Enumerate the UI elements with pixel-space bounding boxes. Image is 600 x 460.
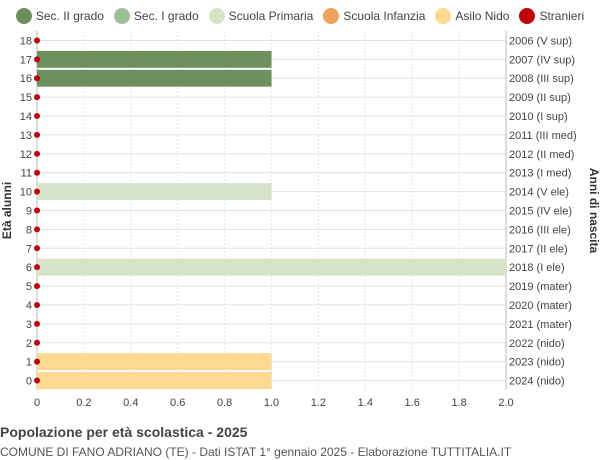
y-tick-label-age: 13 [20,130,32,142]
y-tick-label-age: 14 [20,111,32,123]
y-tick-label-age: 11 [21,168,32,180]
y-tick-label-age: 3 [26,319,32,331]
y-tick-label-age: 6 [26,262,32,274]
bar [37,258,506,276]
legend-swatch [519,8,536,24]
stranieri-point [34,339,40,346]
y-tick-label-birth: 2023 (nido) [509,357,565,369]
stranieri-point [34,37,40,44]
chart-title: Popolazione per età scolastica - 2025 [0,424,248,440]
stranieri-point [34,150,40,157]
stranieri-point [34,169,40,176]
y-tick-label-birth: 2016 (III ele) [509,224,571,236]
x-tick-label: 1.6 [405,397,420,409]
chart-subtitle: COMUNE DI FANO ADRIANO (TE) - Dati ISTAT… [0,445,512,459]
x-tick-label: 2.0 [498,397,513,409]
stranieri-point [34,226,40,233]
bar [37,372,272,389]
y-tick-label-age: 0 [26,376,32,388]
y-tick-label-age: 9 [26,206,32,218]
legend-label: Scuola Infanzia [343,9,426,23]
y-tick-label-age: 7 [26,243,32,255]
legend-item: Scuola Primaria [208,8,314,24]
legend-item: Scuola Infanzia [323,8,425,24]
y-tick-label-birth: 2012 (II med) [509,149,574,161]
stranieri-point [34,377,40,384]
x-tick-label: 0.4 [123,397,138,409]
y-tick-label-birth: 2007 (IV sup) [509,54,575,66]
y-tick-label-age: 18 [20,35,32,47]
x-tick-label: 0.2 [76,397,91,409]
legend-item: Sec. I grado [113,8,199,24]
legend-label: Sec. I grado [133,9,199,23]
y-tick-label-age: 15 [20,92,32,104]
stranieri-point [34,207,40,214]
y-tick-label-birth: 2015 (IV ele) [509,206,572,218]
legend-label: Sec. II grado [35,9,104,23]
y-tick-label-birth: 2022 (nido) [509,338,565,350]
x-tick-label: 1.2 [311,397,326,409]
y-tick-label-age: 10 [20,187,32,199]
y-tick-label-birth: 2008 (III sup) [509,73,574,85]
y-tick-label-birth: 2024 (nido) [509,376,565,388]
y-tick-label-age: 5 [26,281,32,293]
x-tick-label: 0.8 [217,397,232,409]
bar [37,69,272,87]
stranieri-point [34,113,40,120]
stranieri-point [34,320,40,327]
y-tick-label-birth: 2010 (I sup) [509,111,568,123]
stranieri-point [34,301,40,308]
y-tick-label-age: 4 [26,300,32,312]
y-tick-label-age: 2 [26,338,32,350]
y-tick-label-age: 8 [26,224,32,236]
x-tick-label: 1.8 [451,397,466,409]
y-tick-label-birth: 2020 (mater) [509,300,572,312]
y-tick-label-age: 17 [20,54,32,66]
legend-swatch [323,8,340,24]
stranieri-point [34,283,40,290]
y-axis-title-right: Anni di nascita [587,168,600,254]
y-tick-label-age: 1 [26,357,32,369]
y-tick-label-birth: 2018 (I ele) [509,262,565,274]
y-tick-label-birth: 2006 (V sup) [509,35,572,47]
stranieri-point [34,94,40,101]
chart-legend: Sec. II grado Sec. I grado Scuola Primaria… [0,6,600,26]
legend-item: Stranieri [519,8,584,24]
stranieri-point [34,131,40,138]
y-tick-label-birth: 2021 (mater) [509,319,572,331]
bar [37,50,272,68]
y-tick-label-birth: 2009 (II sup) [509,92,571,104]
y-tick-label-birth: 2019 (mater) [509,281,572,293]
stranieri-point [34,56,40,63]
bar [37,353,272,371]
y-tick-label-birth: 2014 (V ele) [509,187,569,199]
legend-label: Asilo Nido [455,9,510,23]
legend-swatch [208,8,225,24]
x-tick-label: 1.4 [358,397,373,409]
legend-item: Sec. II grado [15,8,104,24]
y-axis-title-left: Età alunni [0,182,14,239]
legend-label: Scuola Primaria [228,9,314,23]
x-tick-label: 1.0 [264,397,279,409]
legend-label: Stranieri [539,9,585,23]
stranieri-point [34,188,40,195]
stranieri-point [34,245,40,252]
x-tick-label: 0 [34,397,40,409]
y-tick-label-birth: 2011 (III med) [509,130,577,142]
x-tick-label: 0.6 [170,397,185,409]
y-tick-label-age: 16 [20,73,32,85]
legend-swatch [435,8,452,24]
bar-chart: 0 0.2 0.4 0.6 0.8 1.0 1.2 1.4 1.6 1.8 2.018 2006 (V… [0,31,600,409]
y-tick-label-birth: 2017 (II ele) [509,243,568,255]
legend-swatch [15,8,32,24]
stranieri-point [34,358,40,365]
y-tick-label-birth: 2013 (I med) [509,168,571,180]
y-tick-label-age: 12 [20,149,32,161]
legend-swatch [113,8,130,24]
stranieri-point [34,264,40,271]
bar [37,183,272,201]
legend-item: Asilo Nido [435,8,509,24]
stranieri-point [34,75,40,82]
